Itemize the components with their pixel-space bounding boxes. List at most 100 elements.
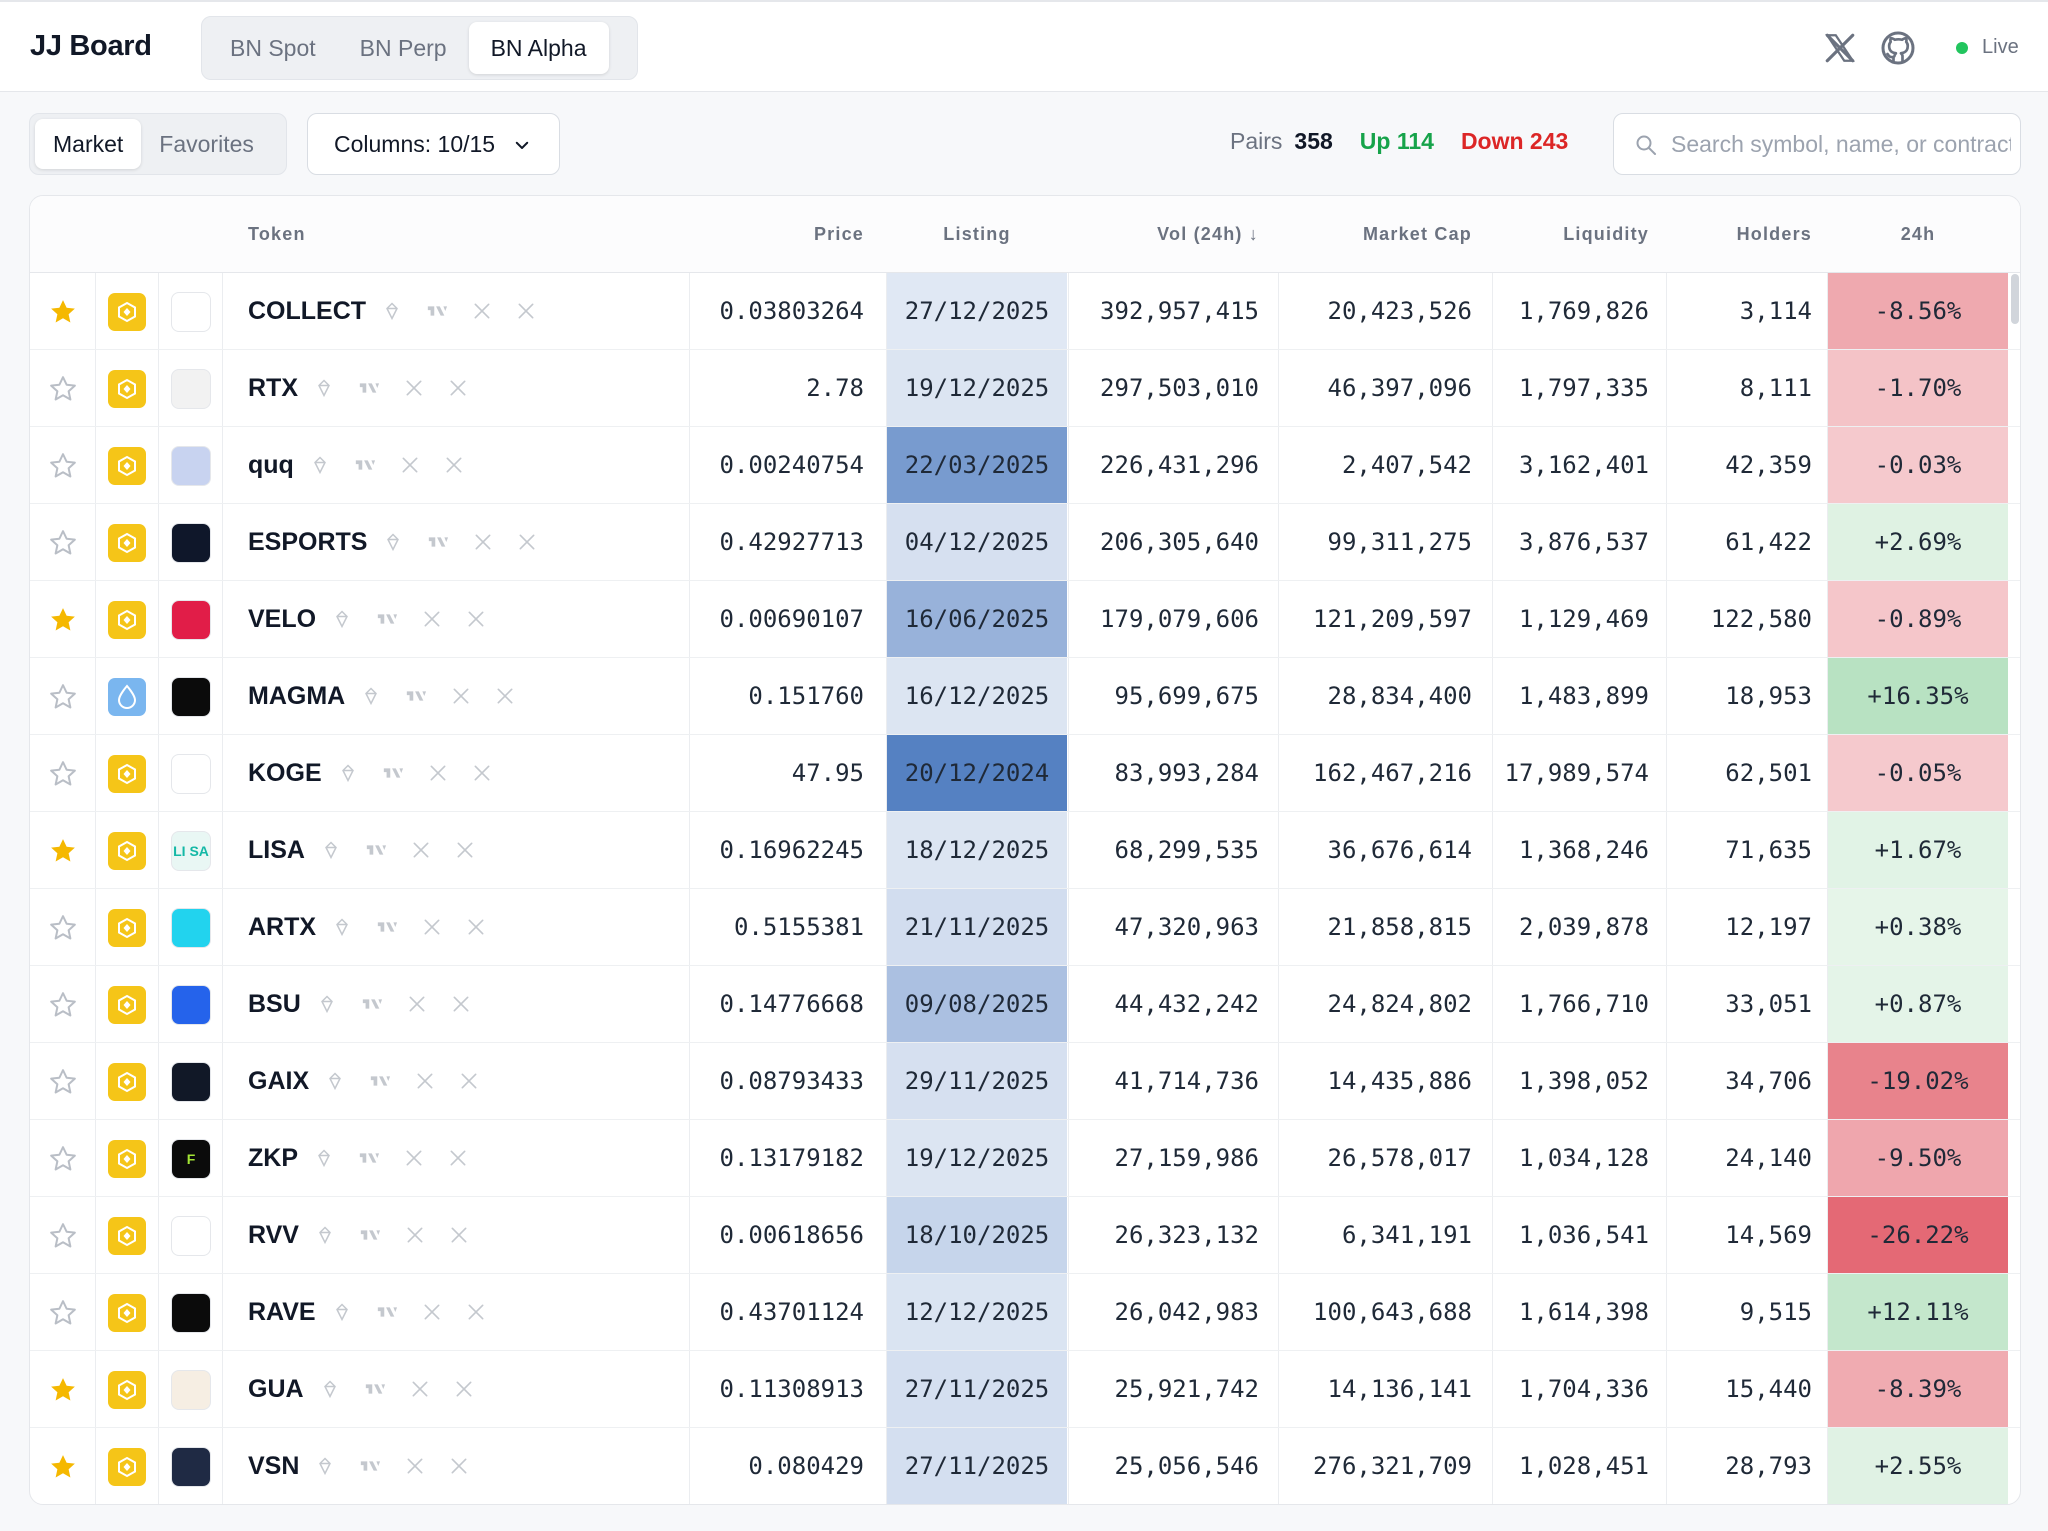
header-price[interactable]: Price <box>813 224 864 244</box>
x-search-icon[interactable] <box>455 840 475 860</box>
header-vol-24h[interactable]: Vol (24h) ↓ <box>1157 224 1259 244</box>
x-search-icon[interactable] <box>517 532 537 552</box>
x-twitter-icon[interactable] <box>407 994 427 1014</box>
table-row[interactable]: VSN 0.080429 27/11/2025 25,056,546 276,321,7… <box>30 1428 2020 1504</box>
favorite-star-icon[interactable] <box>48 451 78 481</box>
bscscan-icon[interactable] <box>314 378 334 398</box>
x-search-icon[interactable] <box>449 1225 469 1245</box>
token-symbol[interactable]: GUA <box>248 1351 498 1427</box>
tradingview-icon[interactable] <box>361 996 383 1012</box>
tradingview-icon[interactable] <box>376 611 398 627</box>
x-twitter-icon[interactable] <box>400 455 420 475</box>
favorite-star-icon[interactable] <box>48 759 78 789</box>
x-search-icon[interactable] <box>459 1071 479 1091</box>
x-search-icon[interactable] <box>472 763 492 783</box>
bscscan-icon[interactable] <box>325 1071 345 1091</box>
tradingview-icon[interactable] <box>382 765 404 781</box>
favorite-star-icon[interactable] <box>48 836 78 866</box>
token-symbol[interactable]: RAVE <box>248 1274 510 1350</box>
table-row[interactable]: ARTX 0.5155381 21/11/2025 47,320,963 21,858,… <box>30 889 2020 966</box>
favorite-star-icon[interactable] <box>48 605 78 635</box>
header-liquidity[interactable]: Liquidity <box>1563 224 1649 244</box>
token-symbol[interactable]: KOGE <box>248 735 516 811</box>
table-row[interactable]: COLLECT 0.03803264 27/12/2025 392,957,415 20… <box>30 273 2020 350</box>
bscscan-icon[interactable] <box>315 1456 335 1476</box>
table-row[interactable]: RTX 2.78 19/12/2025 297,503,010 46,397,096 1,… <box>30 350 2020 427</box>
bscscan-icon[interactable] <box>361 686 381 706</box>
token-symbol[interactable]: ZKP <box>248 1120 492 1196</box>
token-symbol[interactable]: COLLECT <box>248 273 560 349</box>
table-row[interactable]: LI SA LISA 0.16962245 18/12/2025 68,299,535 3… <box>30 812 2020 889</box>
bscscan-icon[interactable] <box>314 1148 334 1168</box>
tradingview-icon[interactable] <box>405 688 427 704</box>
x-search-icon[interactable] <box>448 378 468 398</box>
tradingview-icon[interactable] <box>354 457 376 473</box>
bscscan-icon[interactable] <box>320 1379 340 1399</box>
x-twitter-icon[interactable] <box>422 917 442 937</box>
x-search-icon[interactable] <box>466 609 486 629</box>
tradingview-icon[interactable] <box>358 1150 380 1166</box>
table-row[interactable]: RAVE 0.43701124 12/12/2025 26,042,983 100,64… <box>30 1274 2020 1351</box>
favorite-star-icon[interactable] <box>48 1452 78 1482</box>
tradingview-icon[interactable] <box>376 919 398 935</box>
favorite-star-icon[interactable] <box>48 1221 78 1251</box>
market-view-button[interactable]: Market <box>35 119 142 169</box>
favorite-star-icon[interactable] <box>48 1375 78 1405</box>
token-symbol[interactable]: RVV <box>248 1197 493 1273</box>
table-row[interactable]: KOGE 47.95 20/12/2024 83,993,284 162,467,216… <box>30 735 2020 812</box>
table-row[interactable]: GUA 0.11308913 27/11/2025 25,921,742 14,136,… <box>30 1351 2020 1428</box>
x-twitter-icon[interactable] <box>1823 31 1857 65</box>
tab-bn-perp[interactable]: BN Perp <box>359 34 447 61</box>
table-row[interactable]: RVV 0.00618656 18/10/2025 26,323,132 6,341,1… <box>30 1197 2020 1274</box>
x-twitter-icon[interactable] <box>422 609 442 629</box>
favorite-star-icon[interactable] <box>48 528 78 558</box>
x-twitter-icon[interactable] <box>415 1071 435 1091</box>
bscscan-icon[interactable] <box>315 1225 335 1245</box>
token-symbol[interactable]: ESPORTS <box>248 504 561 580</box>
github-icon[interactable] <box>1880 30 1916 66</box>
favorite-star-icon[interactable] <box>48 990 78 1020</box>
bscscan-icon[interactable] <box>338 763 358 783</box>
favorite-star-icon[interactable] <box>48 1298 78 1328</box>
favorite-star-icon[interactable] <box>48 682 78 712</box>
table-row[interactable]: F ZKP 0.13179182 19/12/2025 27,159,986 26,578… <box>30 1120 2020 1197</box>
x-twitter-icon[interactable] <box>405 1225 425 1245</box>
favorites-view-button[interactable]: Favorites <box>159 130 254 157</box>
tab-bn-alpha[interactable]: BN Alpha <box>468 22 609 74</box>
token-symbol[interactable]: MAGMA <box>248 658 539 734</box>
token-symbol[interactable]: RTX <box>248 350 492 426</box>
header-listing[interactable]: Listing <box>943 224 1011 244</box>
x-search-icon[interactable] <box>454 1379 474 1399</box>
table-row[interactable]: VELO 0.00690107 16/06/2025 179,079,606 121,2… <box>30 581 2020 658</box>
bscscan-icon[interactable] <box>332 609 352 629</box>
search-input[interactable] <box>1671 114 2011 174</box>
tradingview-icon[interactable] <box>426 303 448 319</box>
x-twitter-icon[interactable] <box>472 301 492 321</box>
x-search-icon[interactable] <box>466 1302 486 1322</box>
x-search-icon[interactable] <box>451 994 471 1014</box>
x-twitter-icon[interactable] <box>422 1302 442 1322</box>
x-twitter-icon[interactable] <box>428 763 448 783</box>
bscscan-icon[interactable] <box>383 532 403 552</box>
token-symbol[interactable]: LISA <box>248 812 499 888</box>
table-row[interactable]: ESPORTS 0.42927713 04/12/2025 206,305,640 99… <box>30 504 2020 581</box>
bscscan-icon[interactable] <box>332 1302 352 1322</box>
tradingview-icon[interactable] <box>427 534 449 550</box>
header-market-cap[interactable]: Market Cap <box>1362 224 1472 244</box>
token-symbol[interactable]: VELO <box>248 581 510 657</box>
x-twitter-icon[interactable] <box>451 686 471 706</box>
favorite-star-icon[interactable] <box>48 1144 78 1174</box>
table-row[interactable]: BSU 0.14776668 09/08/2025 44,432,242 24,824,… <box>30 966 2020 1043</box>
favorite-star-icon[interactable] <box>48 297 78 327</box>
x-search-icon[interactable] <box>466 917 486 937</box>
x-search-icon[interactable] <box>444 455 464 475</box>
favorite-star-icon[interactable] <box>48 913 78 943</box>
x-twitter-icon[interactable] <box>410 1379 430 1399</box>
x-twitter-icon[interactable] <box>405 1456 425 1476</box>
table-scrollbar[interactable] <box>2011 274 2019 324</box>
x-twitter-icon[interactable] <box>473 532 493 552</box>
x-search-icon[interactable] <box>448 1148 468 1168</box>
tradingview-icon[interactable] <box>359 1458 381 1474</box>
tradingview-icon[interactable] <box>358 380 380 396</box>
bscscan-icon[interactable] <box>310 455 330 475</box>
